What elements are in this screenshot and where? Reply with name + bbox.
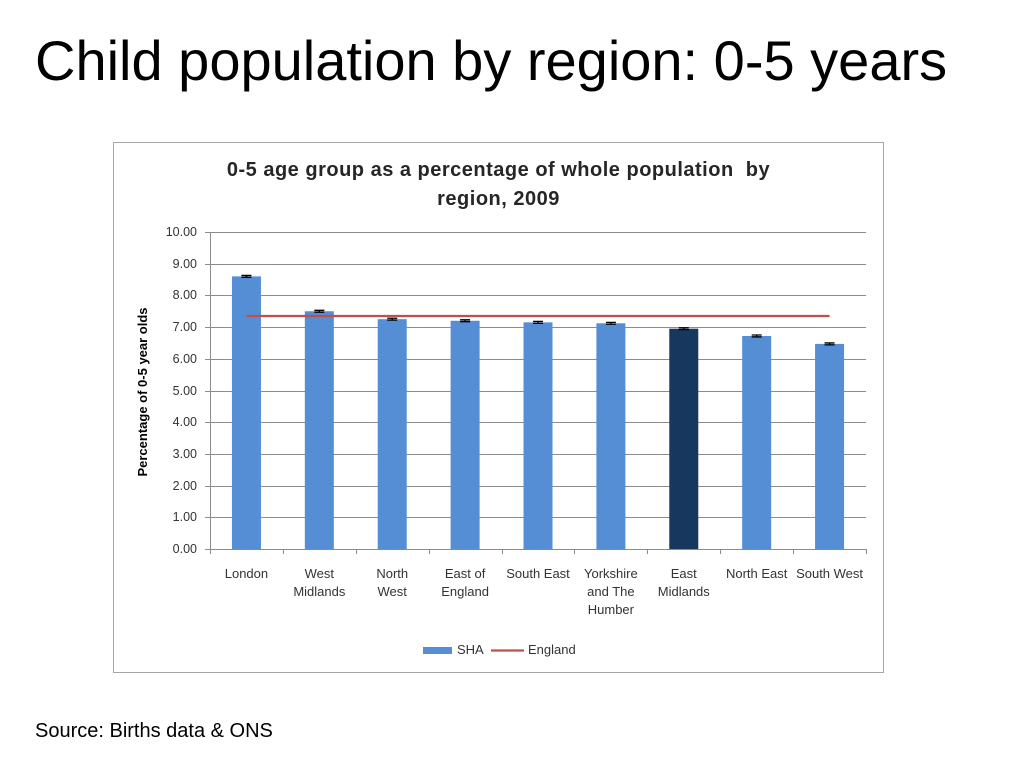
- x-tick-label-north-east: North East: [725, 566, 788, 581]
- legend-swatch-sha: [423, 647, 452, 654]
- x-tick-label-west-midlands: West Midlands: [293, 566, 346, 599]
- y-tick-label: 9.00: [172, 256, 197, 271]
- x-tick-label-east-midlands: East Midlands: [657, 566, 710, 599]
- source-note: Source: Births data & ONS: [35, 720, 273, 742]
- y-tick-label: 1.00: [172, 510, 197, 525]
- y-tick-label: 3.00: [172, 446, 197, 461]
- bar-east-midlands: [669, 328, 699, 549]
- error-bar-north-west: [387, 317, 398, 321]
- bar-south-west: [815, 343, 845, 549]
- y-tick-label: 4.00: [172, 415, 197, 430]
- error-bar-north-east: [751, 334, 762, 338]
- y-tick-label: 8.00: [172, 288, 197, 303]
- error-bar-south-west: [824, 342, 835, 346]
- x-tick-label-south-west: South West: [796, 566, 864, 581]
- y-tick-label: 2.00: [172, 478, 197, 493]
- bar-london: [231, 276, 261, 549]
- bar-west-midlands: [304, 311, 334, 549]
- legend-label-england: England: [528, 642, 576, 657]
- y-tick-label: 6.00: [172, 351, 197, 366]
- error-bar-yorkshire-and-the-humber: [605, 321, 616, 325]
- error-bar-west-midlands: [314, 309, 325, 313]
- x-tick-label-north-west: North West: [376, 566, 409, 599]
- bar-east-of-england: [450, 320, 480, 549]
- error-bar-east-midlands: [678, 327, 689, 331]
- error-bar-east-of-england: [460, 319, 471, 323]
- chart-plot-area: [205, 232, 867, 654]
- legend-keys: [423, 647, 524, 654]
- chart-title: 0-5 age group as a percentage of whole p…: [226, 159, 771, 210]
- bar-yorkshire-and-the-humber: [596, 323, 626, 549]
- bar-south-east: [523, 322, 553, 549]
- error-bar-south-east: [533, 320, 543, 324]
- axes: [205, 232, 867, 554]
- x-tick-label-south-east: South East: [506, 566, 570, 581]
- y-tick-label: 7.00: [172, 320, 197, 335]
- chart-frame: [113, 142, 884, 673]
- x-tick-label-yorkshire-and-the-humber: Yorkshire and The Humber: [584, 566, 638, 617]
- x-tick-label-london: London: [224, 566, 269, 581]
- x-tick-label-east-of-england: East of England: [441, 566, 489, 599]
- y-tick-label: 0.00: [172, 542, 197, 556]
- bar-chart: 0-5 age group as a percentage of whole p…: [113, 142, 884, 673]
- y-tick-label: 5.00: [172, 383, 197, 398]
- y-tick-label: 10.00: [165, 225, 197, 239]
- bar-north-west: [377, 319, 407, 549]
- slide-title: Child population by region: 0-5 years: [35, 29, 948, 92]
- bar-north-east: [742, 335, 772, 549]
- bars: [231, 276, 845, 549]
- legend-label-sha: SHA: [457, 642, 484, 657]
- error-bars: [241, 274, 835, 346]
- error-bar-london: [241, 274, 252, 278]
